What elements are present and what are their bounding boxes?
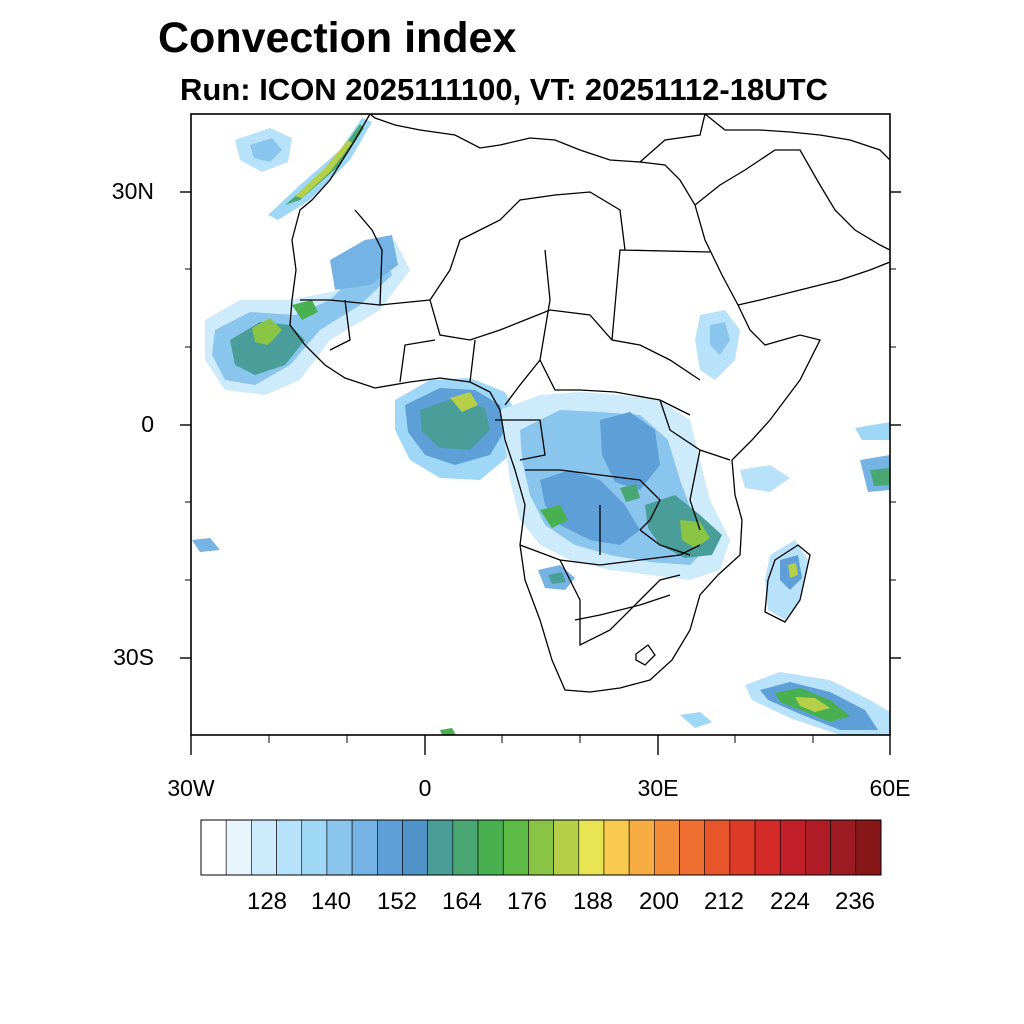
colorbar-cell — [679, 819, 706, 876]
lon-label-30e: 30E — [637, 775, 679, 801]
lat-label-30s: 30S — [113, 644, 154, 670]
colorbar-cell — [452, 819, 479, 876]
colorbar-cell — [729, 819, 756, 876]
colorbar — [200, 819, 882, 876]
colorbar-cell — [654, 819, 680, 876]
colorbar-cell — [805, 819, 831, 876]
colorbar-cell — [351, 819, 378, 876]
map-title: Convection index — [158, 14, 517, 62]
axis-minor-ticks — [185, 268, 896, 743]
colorbar-tick-label: 140 — [310, 888, 352, 915]
colorbar-tick-label: 224 — [769, 888, 811, 915]
lon-label-60e: 60E — [869, 775, 911, 801]
colorbar-cell — [477, 819, 504, 876]
colorbar-cell — [754, 819, 781, 876]
colorbar-tick-label: 212 — [703, 888, 745, 915]
colorbar-cell — [402, 819, 428, 876]
colorbar-cell — [779, 819, 806, 876]
colorbar-tick-label: 188 — [572, 888, 614, 915]
colorbar-cell — [603, 819, 630, 876]
colorbar-cell — [502, 819, 529, 876]
colorbar-tick-label: 128 — [246, 888, 288, 915]
lat-label-30n: 30N — [111, 178, 154, 204]
colorbar-frame — [200, 819, 882, 876]
colorbar-cell — [326, 819, 353, 876]
run-info-subtitle: Run: ICON 2025111100, VT: 20251112-18UTC — [180, 72, 828, 107]
lon-label-0: 0 — [418, 775, 432, 801]
lon-label-30w: 30W — [167, 775, 215, 801]
colorbar-cell — [553, 819, 580, 876]
colorbar-cell — [528, 819, 554, 876]
colorbar-cell — [225, 819, 252, 876]
lat-label-equator: 0 — [141, 411, 154, 437]
colorbar-tick-label: 152 — [376, 888, 418, 915]
colorbar-cells — [200, 819, 882, 876]
axis-ticks — [180, 191, 901, 755]
colorbar-cell — [704, 819, 731, 876]
colorbar-cell — [376, 819, 403, 876]
colorbar-tick-label: 200 — [638, 888, 680, 915]
colorbar-cell — [276, 819, 303, 876]
colorbar-cell — [251, 819, 277, 876]
colorbar-tick-label: 164 — [441, 888, 483, 915]
coastlines-borders — [289, 114, 890, 693]
colorbar-cell — [427, 819, 454, 876]
colorbar-cell — [301, 819, 328, 876]
colorbar-tick-label: 176 — [506, 888, 548, 915]
colorbar-cell — [830, 819, 857, 876]
convection-field — [192, 118, 890, 735]
colorbar-cell — [200, 819, 227, 876]
colorbar-cell — [855, 819, 882, 876]
colorbar-cell — [578, 819, 605, 876]
colorbar-tick-label: 236 — [834, 888, 876, 915]
colorbar-cell — [628, 819, 655, 876]
